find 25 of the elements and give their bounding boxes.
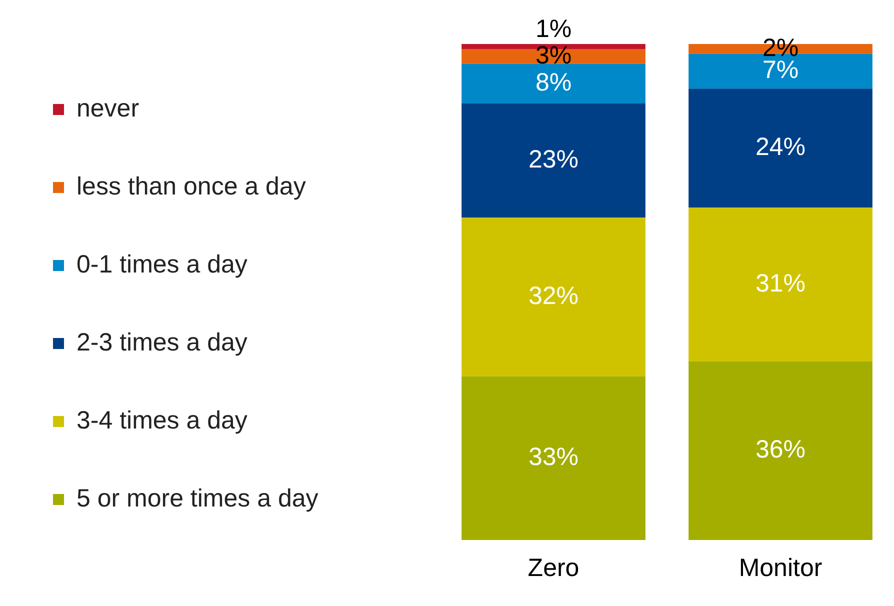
data-label: 1% [535,14,572,43]
bar [688,88,872,208]
legend-label: 2-3 times a day [76,328,248,356]
data-label: 33% [528,443,579,472]
bar [462,218,646,376]
x-tick-label: Monitor [738,554,822,582]
legend-label: never [76,94,140,122]
x-tick-label: Zero [528,554,580,582]
bar [688,208,872,362]
data-label: 31% [755,269,806,298]
legend-label: 3-4 times a day [76,406,248,434]
legend-label: less than once a day [76,172,306,200]
legend-label: 5 or more times a day [76,484,319,512]
data-label: 23% [528,145,579,174]
data-label: 32% [528,282,579,310]
legend-label: 0-1 times a day [76,250,248,278]
data-label: 7% [762,56,799,84]
data-label: 24% [755,133,806,162]
data-label: 8% [535,68,572,97]
bar [462,376,646,540]
bar [462,104,646,218]
data-label: 3% [535,41,572,70]
bar [688,361,872,540]
data-label: 36% [755,436,806,464]
bar [462,64,646,104]
